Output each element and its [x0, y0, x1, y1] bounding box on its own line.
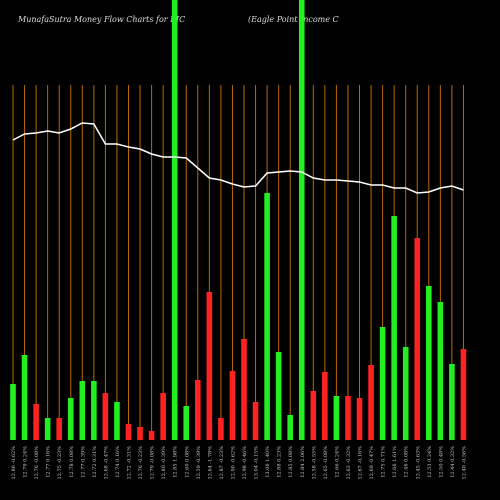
bar: [310, 391, 317, 440]
x-tick-label: 12.45 -0.63%: [415, 446, 421, 480]
x-tick-label: 13.04 -0.15%: [254, 446, 260, 480]
bar: [114, 402, 120, 440]
bar: [460, 349, 467, 440]
x-tick-label: 12.79 0.24%: [23, 446, 29, 478]
x-tick-label: 12.60 0.08%: [184, 446, 190, 478]
x-tick-label: 12.63 -0.32%: [346, 446, 352, 480]
x-tick-label: 12.98 -0.46%: [242, 446, 248, 480]
x-tick-label: 12.75 -0.23%: [57, 446, 63, 480]
chart-title: MunafaSutra Money Flow Charts for EIC: [17, 15, 185, 24]
bar: [322, 372, 328, 440]
bar: [402, 347, 409, 440]
bar: [264, 193, 270, 440]
bar: [67, 398, 74, 440]
price-line: [12, 122, 464, 194]
bar: [252, 402, 259, 440]
x-tick-label: 12.68 -0.47%: [103, 446, 109, 480]
bar: [44, 418, 51, 440]
x-tick-label: 12.44 0.32%: [450, 446, 456, 478]
bar: [10, 384, 16, 440]
x-tick-label: 12.76 -0.08%: [34, 446, 40, 480]
bar: [91, 381, 97, 440]
bar: [195, 380, 201, 440]
bar: [56, 418, 62, 440]
bar: [183, 406, 190, 440]
x-tick-label: 12.85 0.08%: [288, 446, 294, 478]
x-tick-label: 12.69 -0.47%: [369, 446, 375, 480]
x-tick-label: 12.87 -0.23%: [219, 446, 225, 480]
bar: [368, 365, 374, 440]
x-tick-label: 12.90 -0.62%: [230, 446, 236, 480]
x-tick-label: 12.74 0.16%: [115, 446, 121, 478]
bar: [206, 292, 213, 440]
bar: [333, 396, 340, 440]
bar: [379, 327, 386, 440]
x-tick-label: 12.75 0.71%: [381, 446, 387, 478]
x-tick-label: 12.88 0.23%: [277, 446, 283, 478]
bar: [160, 393, 166, 440]
bar: [21, 355, 28, 440]
x-tick-label: 12.84 2.06%: [300, 446, 306, 478]
bar: [275, 352, 282, 440]
bar: [218, 418, 224, 440]
x-tick-label: 12.67 -0.16%: [358, 446, 364, 480]
x-tick-label: 12.72 0.31%: [92, 446, 98, 478]
bar: [356, 398, 363, 440]
x-tick-label: 12.66 0.24%: [334, 446, 340, 478]
bar: [171, 0, 178, 440]
x-tick-label: 12.65 -0.08%: [323, 446, 329, 480]
bar: [241, 339, 247, 440]
x-tick-label: 12.79 -0.08%: [150, 446, 156, 480]
x-tick-label: 12.46 0.08%: [404, 446, 410, 478]
x-tick-label: 12.85 1.98%: [173, 446, 179, 478]
bar: [414, 238, 421, 440]
bar: [125, 424, 132, 440]
x-tick-label: 12.76 -0.23%: [138, 446, 144, 480]
bar: [391, 216, 397, 440]
x-tick-label: 12.72 -0.31%: [127, 446, 133, 480]
bar: [437, 302, 444, 440]
x-tick-label: 12.40 -0.56%: [461, 446, 467, 480]
x-tick-label: 12.86 -0.62%: [11, 446, 17, 480]
x-tick-label: 12.50 0.48%: [438, 446, 444, 478]
x-tick-label: 12.53 0.24%: [427, 446, 433, 478]
bar: [449, 364, 455, 440]
x-tick-label: 12.77 0.39%: [80, 446, 86, 478]
bar: [79, 381, 86, 440]
bar: [137, 427, 143, 440]
x-tick-label: 12.59 -0.39%: [196, 446, 202, 480]
chart-subtitle: (Eagle Point Income C: [248, 15, 339, 24]
x-tick-label: 12.58 -0.55%: [311, 446, 317, 480]
bar: [102, 393, 109, 440]
x-tick-label: 12.64 -1.78%: [207, 446, 213, 480]
bar: [426, 286, 432, 440]
x-tick-label: 12.78 0.08%: [69, 446, 75, 478]
x-tick-label: 12.77 0.16%: [46, 446, 52, 478]
bar: [229, 371, 236, 440]
x-tick-label: 12.66 1.61%: [392, 446, 398, 478]
bar: [33, 404, 39, 440]
bar: [298, 0, 305, 440]
x-tick-label: 13.06 1.40%: [265, 446, 271, 478]
bar: [287, 415, 293, 440]
bar: [345, 396, 351, 440]
bar: [148, 431, 155, 440]
x-tick-label: 12.80 -0.39%: [161, 446, 167, 480]
